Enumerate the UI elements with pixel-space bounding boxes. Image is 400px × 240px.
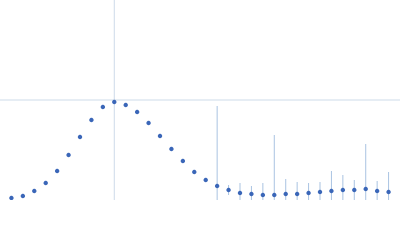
- point: [363, 186, 368, 192]
- point: [294, 191, 300, 197]
- point: [66, 152, 71, 158]
- point: [214, 183, 220, 189]
- point: [169, 146, 174, 152]
- point: [54, 168, 60, 174]
- point: [226, 187, 231, 193]
- point: [386, 189, 391, 195]
- point: [203, 177, 208, 183]
- point: [237, 190, 243, 196]
- point: [112, 99, 117, 105]
- point: [157, 133, 163, 139]
- point: [89, 117, 94, 123]
- point: [9, 195, 14, 200]
- page: (() => { const data = JSON.parse(documen…: [0, 0, 400, 200]
- point: [260, 192, 266, 198]
- point: [283, 191, 288, 197]
- point: [123, 102, 128, 108]
- point: [249, 191, 254, 197]
- point: [329, 188, 334, 194]
- chart: [0, 0, 400, 200]
- point: [43, 180, 48, 186]
- point: [192, 169, 197, 175]
- point: [306, 190, 311, 196]
- point: [134, 109, 140, 115]
- point: [77, 134, 83, 140]
- point: [100, 104, 106, 110]
- point: [272, 192, 277, 198]
- point: [180, 158, 186, 164]
- point: [20, 193, 26, 199]
- point: [352, 187, 357, 193]
- point: [317, 189, 323, 195]
- point: [374, 188, 380, 194]
- point: [146, 120, 151, 126]
- point: [340, 187, 346, 193]
- point: [32, 188, 37, 194]
